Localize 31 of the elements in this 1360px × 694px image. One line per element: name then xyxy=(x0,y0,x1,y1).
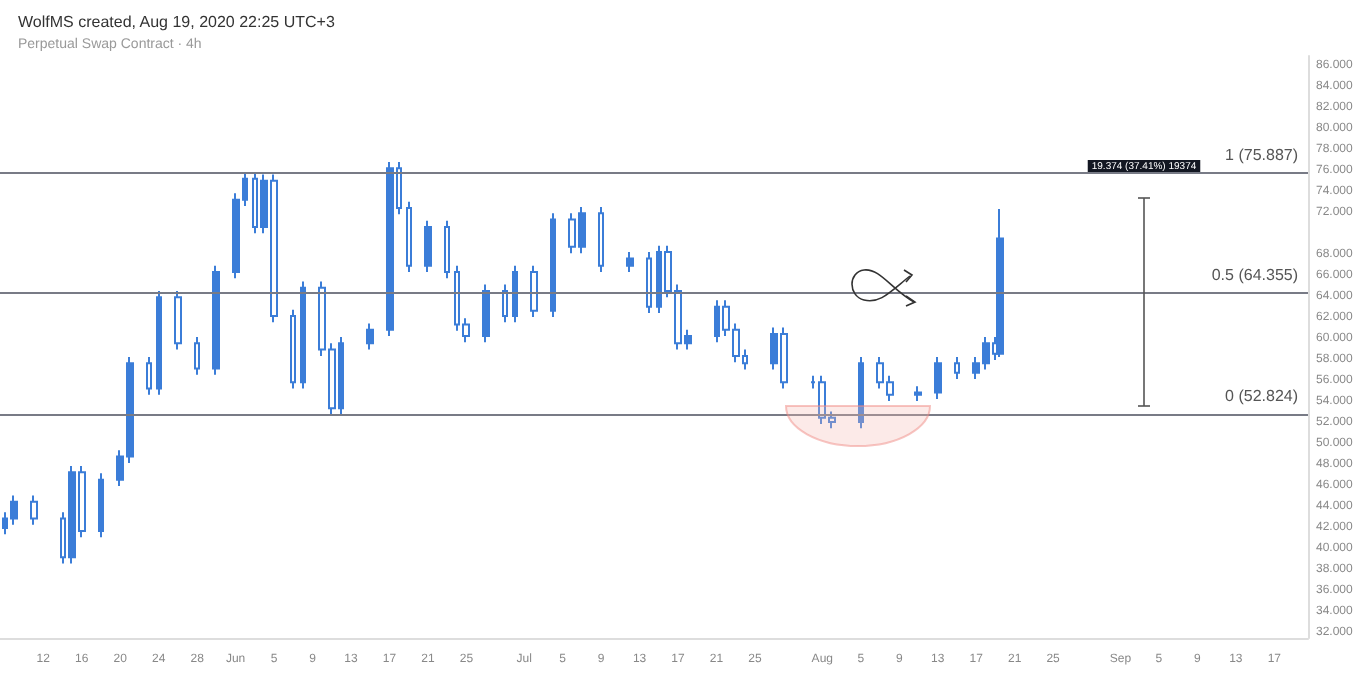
candlestick xyxy=(212,264,220,376)
candlestick xyxy=(406,200,412,274)
candlestick xyxy=(386,160,394,337)
ref-line-label: 1 (75.887) xyxy=(1225,145,1299,164)
candlestick xyxy=(194,336,200,376)
candlestick xyxy=(300,280,306,390)
candlestick xyxy=(550,212,556,319)
candlestick xyxy=(290,308,296,390)
candlestick xyxy=(598,206,604,274)
candlestick xyxy=(502,283,508,324)
ref-line-label: 0 (52.824) xyxy=(1225,387,1299,406)
candlestick xyxy=(530,264,538,319)
candlestick xyxy=(996,208,1004,358)
candlestick xyxy=(424,219,432,274)
candlestick xyxy=(646,251,652,314)
candlestick xyxy=(10,494,18,526)
ref-line-label: 0.5 (64.355) xyxy=(1211,266,1299,285)
candlestick xyxy=(156,289,162,396)
candlestick xyxy=(482,283,490,344)
candlestick xyxy=(366,322,374,351)
chart-title: WolfMS created, Aug 19, 2020 22:25 UTC+3 xyxy=(18,13,336,31)
candlestick xyxy=(146,355,152,396)
candlestick xyxy=(934,355,942,400)
candlestick xyxy=(444,219,450,280)
candlestick xyxy=(914,385,922,403)
candlestick xyxy=(30,494,38,526)
candlestick xyxy=(626,251,634,274)
candlestick xyxy=(512,264,518,324)
candlestick xyxy=(98,472,104,539)
candlestick xyxy=(174,289,182,351)
candlestick xyxy=(954,355,960,380)
